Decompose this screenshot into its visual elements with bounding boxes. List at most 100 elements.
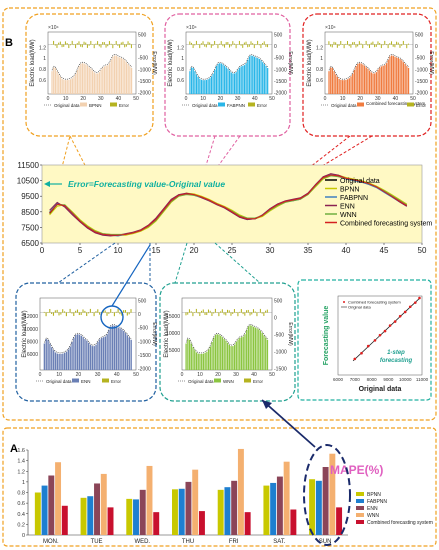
inset-bar [259, 330, 262, 370]
inset-error-bar [197, 44, 199, 45]
inset-error-bar [106, 312, 108, 316]
inset-xtick: 20 [218, 96, 224, 102]
inset-xtick: 20 [357, 96, 363, 102]
inset-bar [120, 58, 123, 94]
inset-bar [126, 335, 129, 370]
inset-ytick-right: -500 [138, 326, 148, 332]
inset-bar [197, 76, 199, 94]
main-xtick-label: 50 [418, 246, 427, 255]
inset-bar [248, 56, 251, 94]
scatter-point [413, 301, 417, 304]
inset-ylabel-left: Electric load(MW) [30, 39, 36, 86]
inset-bar [47, 339, 49, 370]
inset-bar [220, 335, 222, 370]
inset-error-bar [232, 41, 234, 45]
inset-error-bar [240, 44, 242, 46]
inset-error-bar [330, 44, 332, 47]
inset-legend-model: FABPNN [227, 103, 245, 108]
inset-error-bar [345, 43, 347, 45]
main-xtick-label: 10 [114, 246, 123, 255]
inset-error-bar [350, 44, 352, 48]
inset-bar [95, 344, 97, 370]
inset-bar [384, 65, 386, 94]
inset-error-bar [239, 311, 241, 313]
inset-original-line [189, 54, 268, 80]
inset-error-bar [384, 40, 386, 45]
inset-error-bar [86, 44, 88, 48]
inset-error-bar [229, 44, 230, 48]
inset-bar [58, 74, 60, 94]
inset-ylabel-right: Error(MW) [287, 51, 293, 75]
mape-bar [315, 480, 322, 535]
inset-error-bar [263, 41, 265, 45]
inset-ytick-right: -1500 [138, 79, 151, 85]
inset-error-bar [213, 312, 215, 314]
inset-ytick-left: 5000 [169, 348, 180, 354]
inset-ytick-left: 10000 [24, 327, 38, 333]
inset-error-bar [399, 44, 401, 48]
main-ytick-label: 6500 [21, 239, 39, 248]
inset-bar [86, 340, 88, 370]
inset-error-bar [199, 44, 201, 49]
panel-a-frame [2, 427, 437, 547]
inset-ytick-left: 0.6 [39, 78, 46, 84]
inset-error-bar [206, 312, 208, 316]
inset-bar [83, 63, 85, 94]
inset-bar [223, 339, 225, 370]
mape-legend-swatch [356, 492, 364, 496]
inset-original-line [328, 54, 409, 80]
inset-error-bar [88, 44, 90, 46]
inset-error-bar [190, 311, 192, 313]
inset-error-bar [214, 308, 216, 313]
inset-error-bar [220, 311, 222, 313]
inset-error-bar [80, 312, 82, 315]
inset-bar [194, 350, 196, 370]
mape-bar [217, 489, 224, 535]
inset-bar [64, 352, 66, 370]
inset-ylabel-left: Electric load(MW) [164, 310, 170, 357]
inset-error-bar [396, 41, 398, 45]
inset-ytick-right: -2000 [274, 91, 287, 97]
inset-legend-error-swatch [110, 102, 117, 107]
inset-bar [125, 62, 128, 94]
inset-bar [129, 66, 131, 94]
inset-error-bar [360, 43, 362, 45]
inset-bar [399, 59, 401, 94]
inset-bar [197, 353, 199, 370]
scatter-point [360, 351, 363, 355]
inset-legend-error: Error [257, 103, 268, 108]
inset-bar [185, 343, 187, 370]
inset-bar [401, 60, 403, 94]
inset-bar [372, 73, 374, 94]
inset-error-bar [120, 42, 122, 45]
inset-bar [205, 79, 208, 94]
inset-error-bar [121, 312, 123, 316]
inset-xtick: 40 [116, 96, 122, 102]
inset-bar [108, 330, 110, 370]
inset-error-bar [97, 41, 99, 45]
inset-xtick: 30 [95, 372, 101, 378]
inset-error-bar [243, 42, 245, 45]
inset-bar [65, 351, 68, 370]
inset-bar [333, 71, 335, 94]
inset-bar [64, 80, 67, 94]
inset-bar [128, 337, 130, 370]
inset-error-bar [58, 312, 60, 316]
inset-bar [190, 343, 192, 370]
inset-legend-error: Error [416, 103, 427, 108]
inset-error-bar [247, 44, 249, 48]
inset-bar [330, 67, 332, 94]
inset-error-bar [54, 310, 56, 313]
mape-legend-label: FABPNN [367, 499, 387, 505]
inset-error-bar [254, 311, 256, 313]
inset-bar [108, 63, 111, 94]
main-xtick-label: 45 [380, 246, 389, 255]
inset-bar [242, 336, 244, 370]
inset-error-bar [207, 309, 209, 313]
inset-xtick: 50 [269, 372, 275, 378]
legend-label-0: Original data [340, 178, 380, 185]
inset-bar [343, 80, 345, 94]
inset-enn: 1200010000800060005000-500-1000-1500-200… [22, 297, 157, 384]
inset-bar [252, 326, 255, 370]
inset-bar [227, 342, 229, 370]
